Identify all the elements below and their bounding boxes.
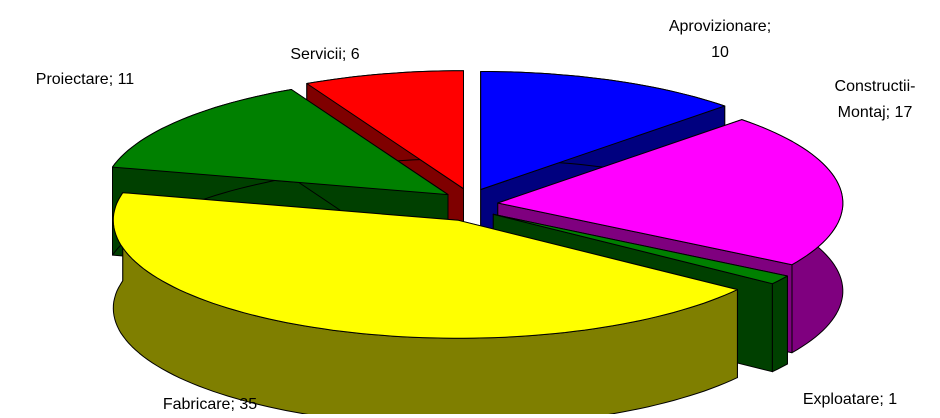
data-label: Servicii; 6 [290, 46, 360, 63]
data-label: Constructii-Montaj; 17 [834, 78, 916, 121]
slice-top [306, 70, 464, 190]
data-label: Aprovizionare; 10 [668, 18, 772, 61]
slice-top [497, 119, 844, 266]
slice-top [112, 192, 738, 339]
data-label: Exploatare; 1 [802, 391, 898, 408]
slice-top [480, 71, 726, 190]
slice-top [112, 89, 449, 196]
pie-slice [112, 192, 738, 414]
slice-top [492, 213, 788, 285]
slice-side [771, 275, 788, 373]
data-label: Fabricare; 35 [162, 396, 258, 413]
data-label: Proiectare; 11 [35, 71, 135, 88]
